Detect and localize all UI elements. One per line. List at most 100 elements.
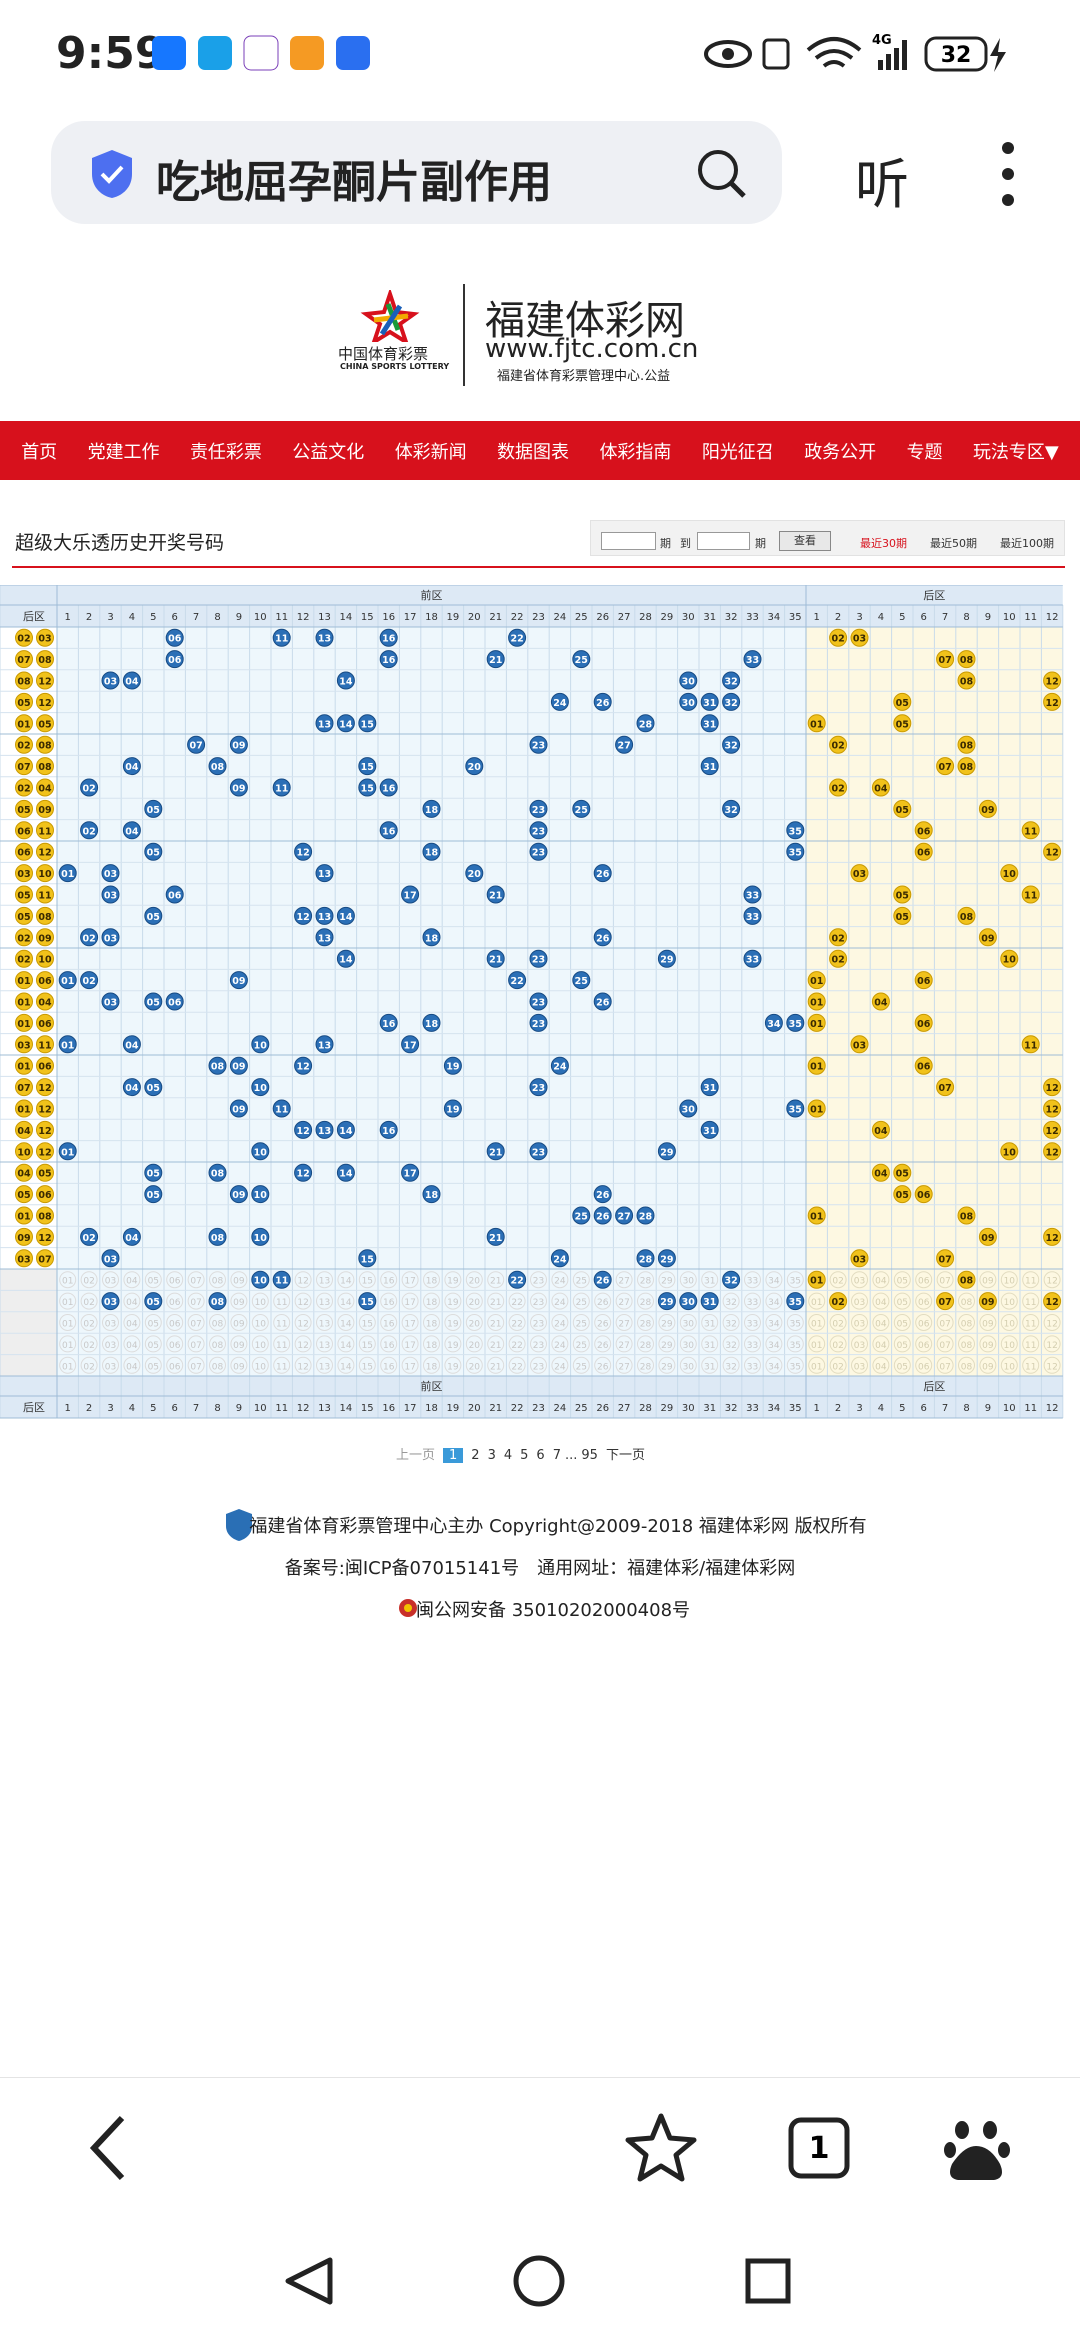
nav-item[interactable]: 党建工作 xyxy=(87,441,160,463)
faint-number: 11 xyxy=(1025,1362,1036,1372)
from-input[interactable] xyxy=(601,532,656,550)
nav-item[interactable]: 体彩指南 xyxy=(599,441,672,463)
page-link[interactable]: 3 xyxy=(487,1448,496,1463)
ball-number: 01 xyxy=(17,1105,30,1116)
page-link[interactable]: 7 xyxy=(552,1448,561,1463)
front-ball xyxy=(786,1013,805,1032)
browser-toolbar: 1 xyxy=(89,2113,1010,2182)
nav-item[interactable]: 数据图表 xyxy=(497,441,570,463)
search-icon[interactable] xyxy=(694,146,750,202)
ball-number: 06 xyxy=(17,826,31,837)
front-ball xyxy=(165,992,184,1011)
tabs-button[interactable] xyxy=(788,2117,850,2179)
faint-number: 09 xyxy=(982,1362,994,1372)
bookmark-button[interactable] xyxy=(625,2113,697,2182)
baidu-button[interactable] xyxy=(944,2121,1010,2180)
nav-item[interactable]: 公益文化 xyxy=(292,441,365,463)
nav-item[interactable]: 责任彩票 xyxy=(189,441,262,463)
next-page[interactable]: 下一页 xyxy=(605,1448,645,1463)
nav-item[interactable]: 阳光征召 xyxy=(701,441,774,463)
faint-ball xyxy=(572,1314,590,1331)
front-col: 34 xyxy=(768,612,781,623)
prev-page[interactable]: 上一页 xyxy=(396,1448,436,1463)
ball-number: 12 xyxy=(296,848,309,859)
front-ball xyxy=(657,1249,676,1268)
faint-ball xyxy=(273,1314,291,1331)
faint-ball xyxy=(230,1314,248,1331)
page-link[interactable]: 5 xyxy=(520,1448,529,1463)
front-ball xyxy=(422,842,441,861)
front-ball xyxy=(615,1206,634,1225)
front-ball xyxy=(743,949,762,968)
faint-number: 35 xyxy=(790,1362,801,1372)
nav-item[interactable]: 政务公开 xyxy=(804,441,877,463)
faint-number: 29 xyxy=(661,1362,673,1372)
front-ball xyxy=(593,1185,612,1204)
sys-recent[interactable] xyxy=(745,2258,791,2304)
faint-ball xyxy=(166,1335,184,1353)
faint-number: 04 xyxy=(126,1341,138,1351)
org-badge xyxy=(226,1509,252,1541)
nav-item[interactable]: 玩法专区▼ xyxy=(972,441,1059,463)
search-bar[interactable] xyxy=(51,121,782,224)
faint-ball xyxy=(59,1335,77,1353)
listen-button[interactable]: 听 xyxy=(855,153,909,216)
nav-item[interactable]: 体彩新闻 xyxy=(394,441,467,463)
faint-number: 33 xyxy=(747,1277,758,1287)
front-col: 11 xyxy=(275,1403,288,1414)
query-button[interactable]: 查看 xyxy=(779,531,831,551)
faint-number: 05 xyxy=(148,1362,159,1372)
back-col: 9 xyxy=(985,1403,991,1414)
menu-button[interactable] xyxy=(996,140,1020,208)
recent-tab[interactable]: 最近50期 xyxy=(930,537,977,550)
ball-number: 02 xyxy=(17,933,30,944)
faint-ball xyxy=(380,1314,398,1331)
faint-number: 26 xyxy=(597,1362,609,1372)
back-ball xyxy=(1043,1142,1062,1161)
back-button[interactable] xyxy=(89,2115,125,2181)
ball-number: 12 xyxy=(1045,1105,1058,1116)
page-link[interactable]: 95 xyxy=(581,1448,598,1463)
faint-ball xyxy=(701,1335,719,1353)
back-ball xyxy=(957,735,976,754)
faint-number: 11 xyxy=(1025,1320,1036,1330)
back-ball xyxy=(829,735,848,754)
faint-number: 04 xyxy=(875,1341,887,1351)
front-ball xyxy=(593,1206,612,1225)
front-col: 26 xyxy=(596,612,609,623)
front-ball xyxy=(572,799,591,818)
back-ball xyxy=(15,1078,33,1097)
faint-ball xyxy=(251,1356,269,1374)
back-col: 1 xyxy=(814,1403,820,1414)
page-link[interactable]: 1 xyxy=(443,1448,464,1463)
front-ball xyxy=(294,1056,313,1075)
recent-tab[interactable]: 最近100期 xyxy=(1000,537,1054,550)
nav-item[interactable]: 首页 xyxy=(21,441,58,463)
ball-number: 10 xyxy=(254,1040,268,1051)
nav-item[interactable]: 专题 xyxy=(906,441,943,463)
sys-back[interactable] xyxy=(285,2257,333,2305)
faint-number: 08 xyxy=(212,1362,224,1372)
ball-number: 06 xyxy=(168,655,182,666)
ball-number: 26 xyxy=(596,1212,610,1223)
back-ball xyxy=(893,692,912,711)
faint-ball xyxy=(615,1314,633,1331)
faint-number: 33 xyxy=(747,1298,758,1308)
to-input[interactable] xyxy=(697,532,750,550)
page-link[interactable]: 2 xyxy=(471,1448,480,1463)
page-link[interactable]: 6 xyxy=(536,1448,545,1463)
faint-number: 25 xyxy=(576,1298,587,1308)
ball-number: 07 xyxy=(189,741,202,752)
page-link[interactable]: 4 xyxy=(503,1448,513,1463)
ball-number: 13 xyxy=(318,869,331,880)
faint-ball xyxy=(979,1271,997,1289)
search-query[interactable]: 吃地屈孕酮片副作用 xyxy=(156,157,552,208)
faint-ball xyxy=(294,1292,312,1310)
to-label: 到 xyxy=(680,537,691,550)
faint-ball xyxy=(872,1271,890,1289)
faint-number: 06 xyxy=(918,1362,930,1372)
recent-tab[interactable]: 最近30期 xyxy=(860,537,907,550)
faint-ball xyxy=(465,1292,483,1310)
faint-number: 17 xyxy=(404,1320,415,1330)
sys-home[interactable] xyxy=(513,2255,565,2307)
